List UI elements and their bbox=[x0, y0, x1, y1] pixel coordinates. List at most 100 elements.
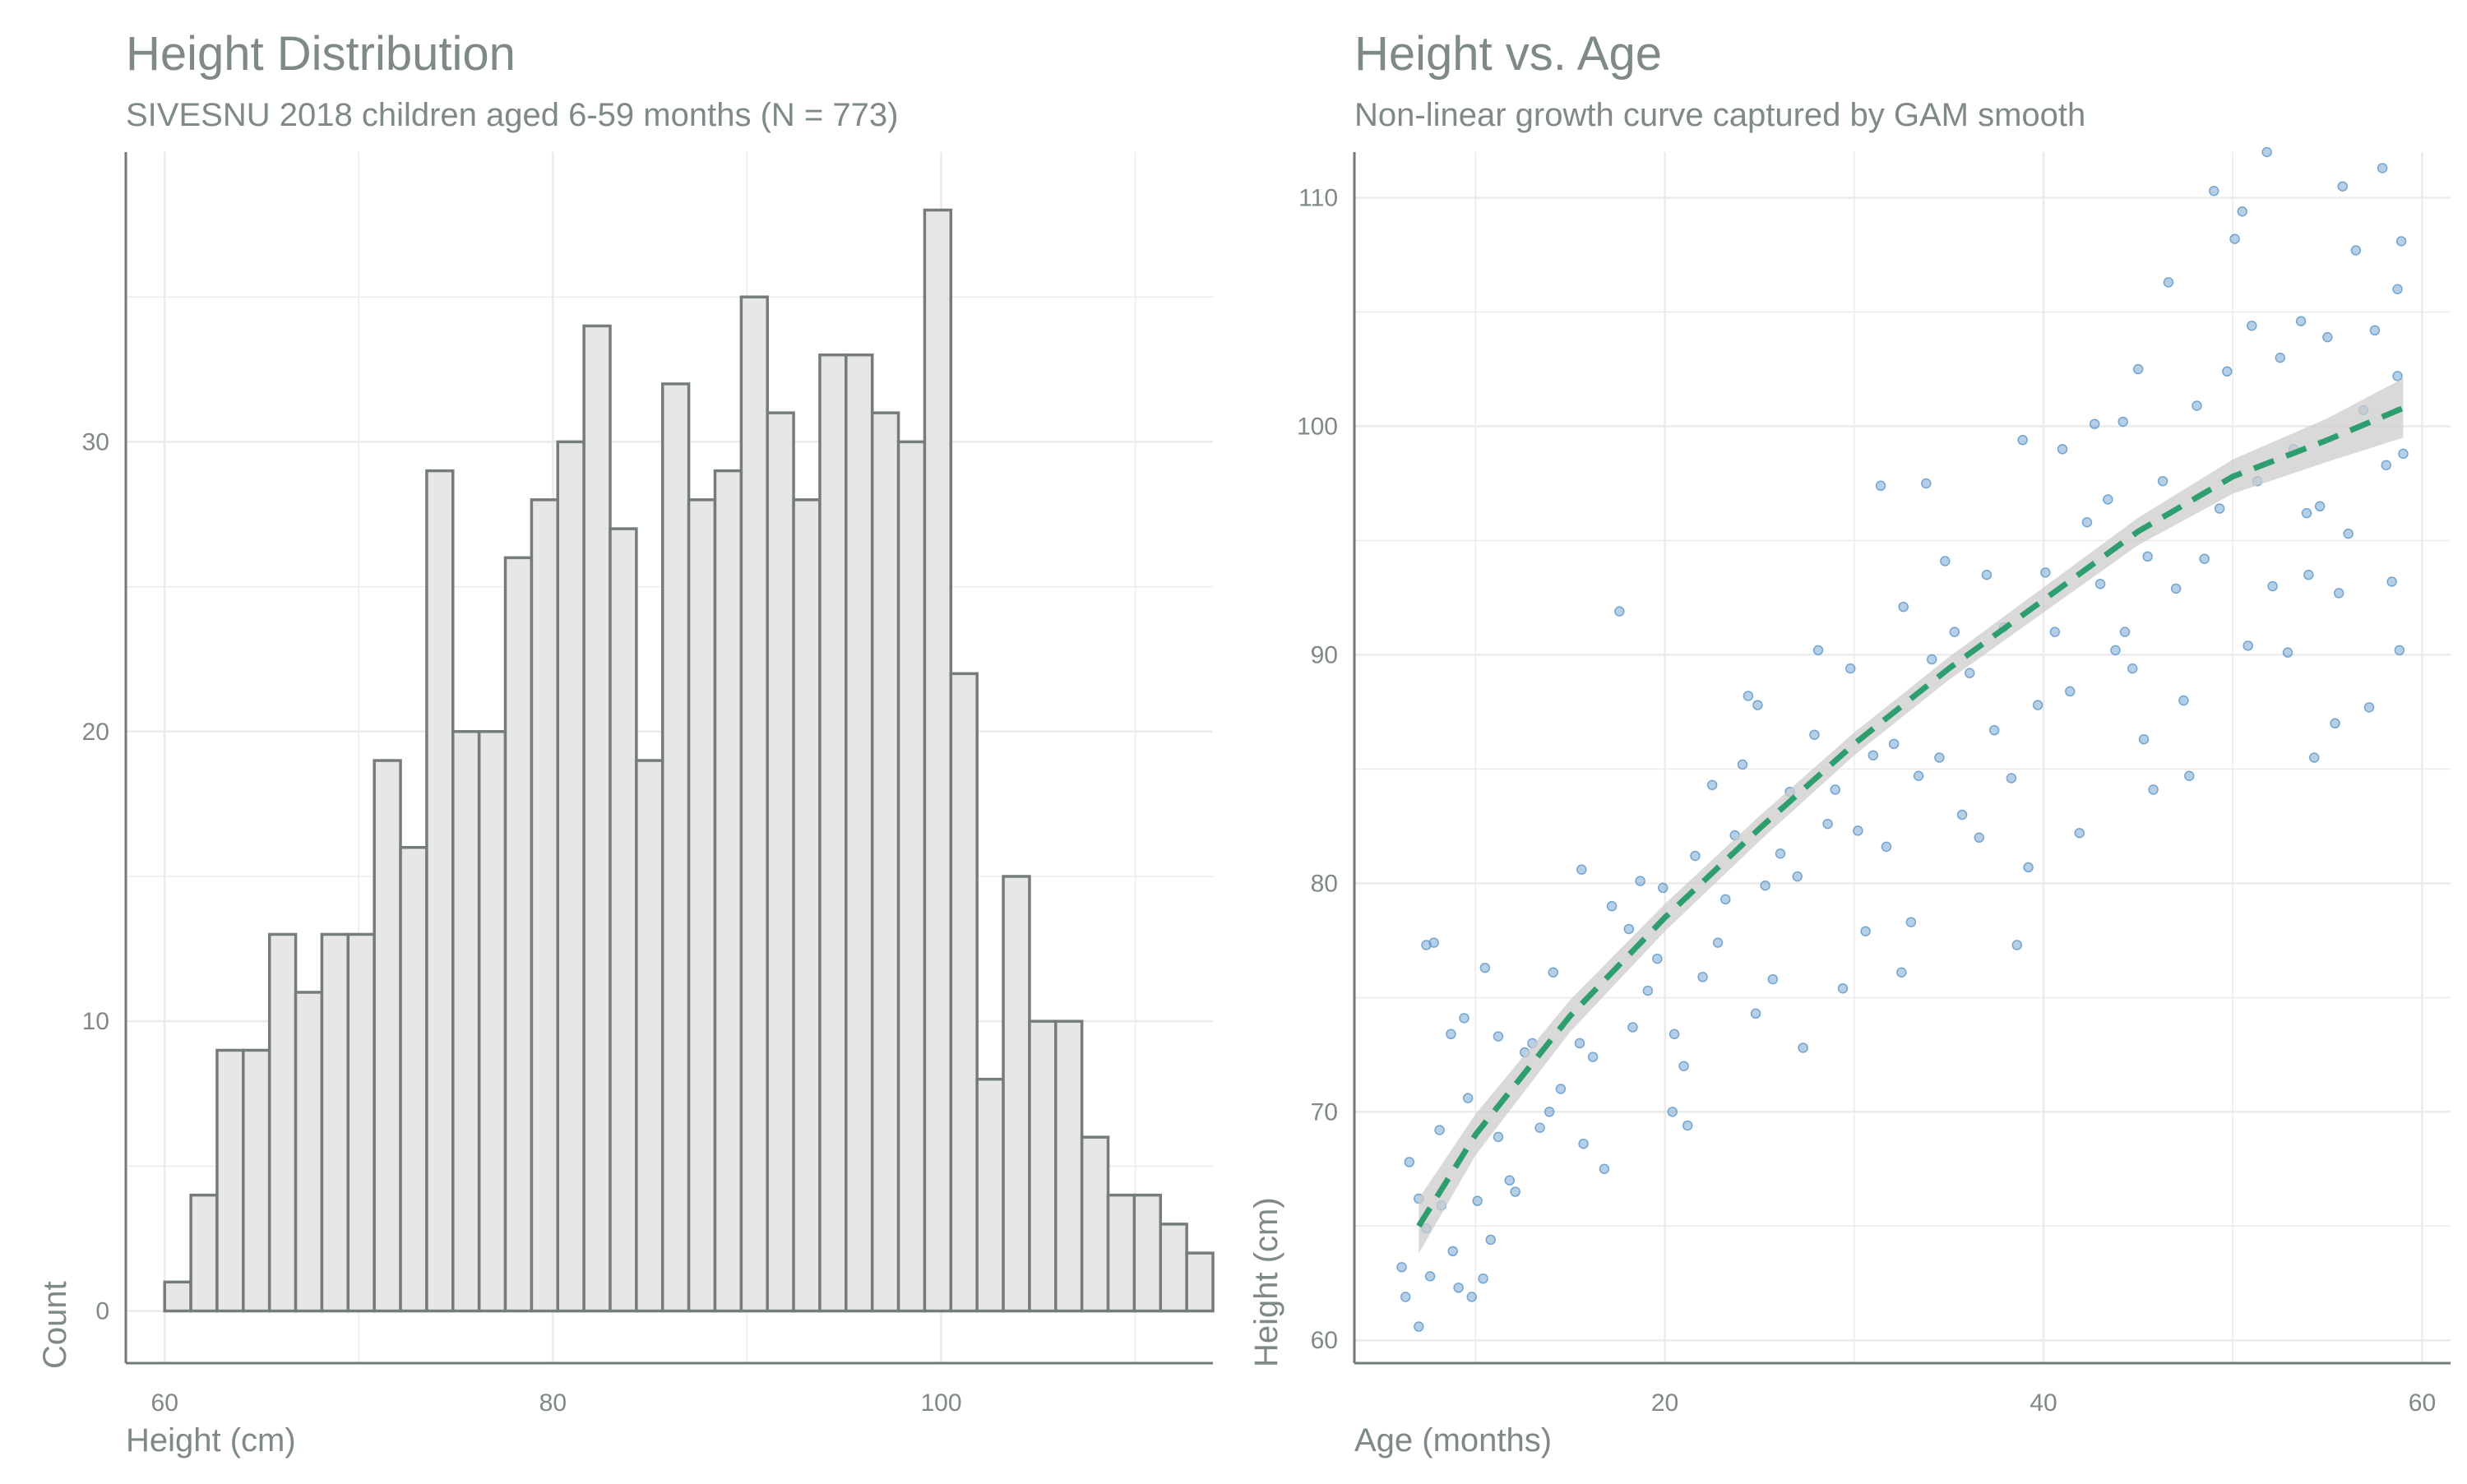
histogram-x-tick-label: 80 bbox=[539, 1389, 567, 1417]
histogram-bar bbox=[609, 527, 638, 1313]
histogram-bar bbox=[346, 932, 376, 1313]
scatter-point bbox=[2303, 569, 2314, 580]
scatter-point bbox=[1472, 1195, 1483, 1206]
scatter-point bbox=[2214, 503, 2225, 514]
scatter-point bbox=[2127, 663, 2138, 674]
scatter-point bbox=[1462, 1093, 1474, 1103]
histogram-bar bbox=[792, 498, 822, 1313]
histogram-title: Height Distribution bbox=[126, 27, 516, 81]
scatter-point bbox=[2132, 363, 2144, 375]
scatter-point bbox=[2350, 245, 2362, 256]
scatter-point bbox=[2208, 185, 2219, 196]
scatter-point bbox=[1504, 1175, 1516, 1186]
scatter-point bbox=[2011, 940, 2023, 950]
scatter-title: Height vs. Age bbox=[1354, 27, 1662, 81]
scatter-y-tick-label: 80 bbox=[1311, 870, 1338, 897]
histogram-y-tick-label: 20 bbox=[82, 719, 109, 746]
scatter-point bbox=[2369, 325, 2381, 336]
scatter-point bbox=[2157, 475, 2168, 487]
scatter-point bbox=[1767, 973, 1779, 985]
scatter-point bbox=[1712, 937, 1724, 948]
scatter-point bbox=[1974, 832, 1984, 844]
scatter-point bbox=[1697, 972, 1708, 982]
scatter-point bbox=[1830, 784, 1841, 795]
histogram-bar bbox=[739, 295, 769, 1313]
histogram-bar bbox=[451, 730, 481, 1313]
scatter-point bbox=[1750, 1008, 1761, 1019]
scatter-point bbox=[1479, 962, 1491, 973]
scatter-point bbox=[1493, 1031, 1504, 1042]
scatter-point bbox=[2398, 448, 2409, 460]
scatter-point bbox=[2395, 236, 2407, 247]
scatter-point bbox=[1905, 917, 1917, 927]
scatter-point bbox=[1606, 900, 1618, 912]
histogram-bar bbox=[215, 1048, 245, 1313]
scatter-point bbox=[1623, 923, 1635, 935]
scatter-point bbox=[2222, 366, 2233, 377]
scatter-point bbox=[1534, 1122, 1545, 1133]
scatter-point bbox=[2081, 516, 2093, 528]
scatter-point bbox=[2243, 640, 2253, 651]
histogram-bar bbox=[1054, 1019, 1084, 1313]
scatter-point bbox=[1775, 848, 1786, 859]
histogram-bar bbox=[582, 324, 612, 1313]
scatter-point bbox=[1548, 967, 1558, 978]
histogram-bar bbox=[896, 440, 927, 1313]
scatter-point bbox=[1881, 841, 1892, 853]
histogram-x-tick-label: 100 bbox=[920, 1389, 961, 1417]
scatter-point bbox=[1587, 1052, 1599, 1062]
scatter-point bbox=[2394, 645, 2405, 656]
scatter-point bbox=[2118, 416, 2128, 428]
histogram-y-label: Count bbox=[37, 1281, 73, 1369]
scatter-plot: 20 40 60 60 70 80 90 100 110 bbox=[1297, 146, 2451, 1417]
scatter-point bbox=[1447, 1246, 1458, 1257]
scatter-point bbox=[2138, 734, 2150, 745]
scatter-point bbox=[1424, 1271, 1436, 1282]
scatter-point bbox=[1667, 1107, 1678, 1117]
scatter-point bbox=[1940, 556, 1951, 566]
histogram-plot: 60 80 100 0 10 20 30 bbox=[82, 152, 1215, 1417]
histogram-bar bbox=[373, 759, 402, 1313]
scatter-point bbox=[1921, 478, 1932, 489]
scatter-point bbox=[2301, 507, 2312, 519]
scatter-x-tick-label: 20 bbox=[1651, 1389, 1678, 1417]
scatter-point bbox=[1642, 985, 1654, 996]
scatter-point bbox=[2094, 579, 2106, 589]
scatter-point bbox=[2184, 770, 2195, 781]
scatter-point bbox=[1421, 940, 1432, 950]
scatter-point bbox=[1949, 626, 1960, 637]
scatter-point bbox=[2330, 718, 2340, 729]
scatter-point bbox=[1404, 1157, 1415, 1167]
histogram-bar bbox=[1132, 1193, 1163, 1313]
scatter-point bbox=[1428, 937, 1439, 948]
histogram-bar bbox=[267, 932, 298, 1313]
scatter-point bbox=[1913, 770, 1924, 781]
scatter-point bbox=[2363, 702, 2375, 713]
histogram-bar bbox=[845, 353, 874, 1313]
scatter-point bbox=[1658, 882, 1669, 894]
scatter-point bbox=[1752, 700, 1763, 710]
scatter-point bbox=[1809, 729, 1820, 740]
scatter-point bbox=[1478, 1273, 1488, 1284]
scatter-point bbox=[1860, 926, 1871, 936]
histogram-bar bbox=[923, 208, 953, 1313]
scatter-point bbox=[1614, 606, 1625, 617]
scatter-point bbox=[1822, 818, 1833, 830]
scatter-point bbox=[2119, 626, 2131, 637]
scatter-point bbox=[2267, 580, 2278, 592]
scatter-point bbox=[2337, 181, 2349, 192]
scatter-point bbox=[1853, 825, 1863, 836]
scatter-point bbox=[1510, 1186, 1520, 1197]
scatter-point bbox=[1719, 894, 1731, 905]
scatter-y-tick-label: 70 bbox=[1311, 1098, 1338, 1126]
scatter-point bbox=[1868, 750, 1879, 760]
scatter-point bbox=[2142, 551, 2153, 562]
scatter-point bbox=[1737, 759, 1748, 770]
scatter-point bbox=[1635, 876, 1645, 886]
histogram-bar bbox=[949, 672, 979, 1313]
histogram-bar bbox=[1159, 1223, 1188, 1313]
histogram-bar bbox=[766, 411, 795, 1313]
histogram-y-tick-label: 10 bbox=[82, 1008, 109, 1035]
scatter-point bbox=[1414, 1321, 1424, 1332]
scatter-point bbox=[1555, 1084, 1567, 1094]
